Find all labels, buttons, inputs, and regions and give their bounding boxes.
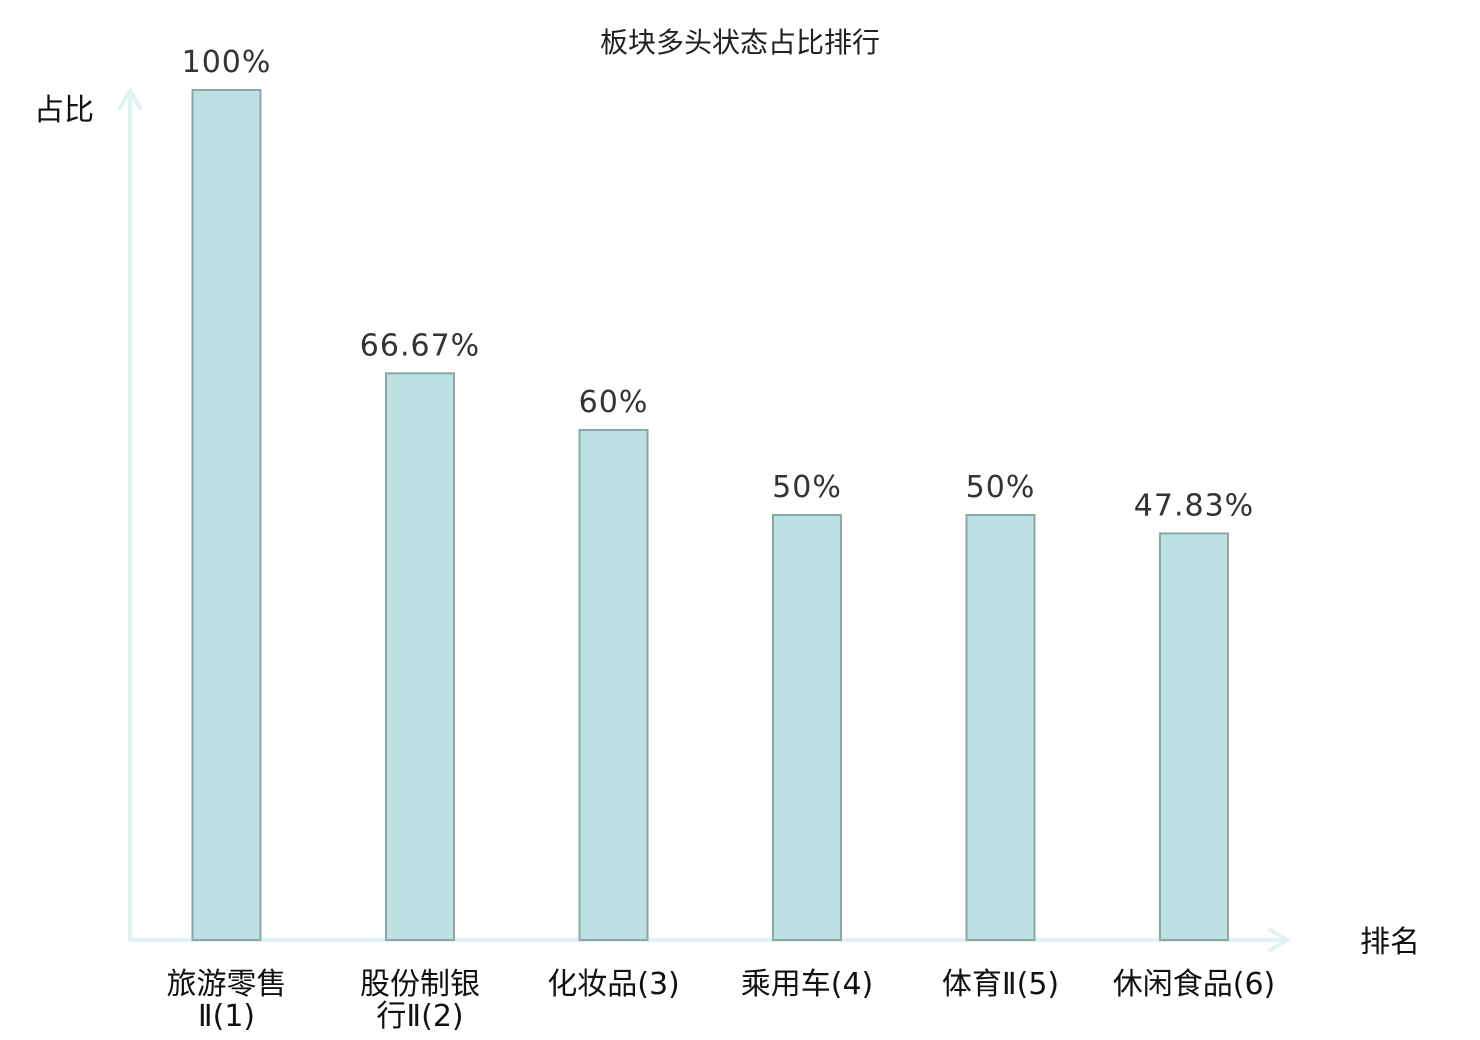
y-axis-label: 占比 bbox=[34, 93, 94, 128]
y-axis bbox=[118, 88, 142, 942]
value-label-3: 60% bbox=[579, 385, 649, 420]
category-label-6: 休闲食品(6) bbox=[1113, 967, 1276, 1002]
bar-2 bbox=[385, 372, 455, 941]
category-labels-group: 旅游零售 Ⅱ(1) 股份制银行Ⅱ(2) 化妆品(3) 乘用车(4) 体育Ⅱ(5) 休闲食品(… bbox=[167, 967, 1276, 1034]
category-label-5: 体育Ⅱ(5) bbox=[942, 967, 1059, 1002]
value-label-5: 50% bbox=[966, 470, 1036, 505]
chart-title: 板块多头状态占比排行 bbox=[600, 26, 880, 59]
value-label-1: 100% bbox=[182, 45, 272, 80]
bar-6 bbox=[1159, 532, 1229, 941]
category-label-1: 旅游零售 Ⅱ(1) bbox=[167, 967, 287, 1034]
value-labels-group: 100% 66.67% 60% 50% 50% 47.83% bbox=[182, 45, 1254, 523]
category-label-3: 化妆品(3) bbox=[547, 967, 680, 1002]
value-label-4: 50% bbox=[772, 470, 842, 505]
bar-3 bbox=[578, 429, 649, 941]
bars-group bbox=[191, 89, 1229, 941]
bar-4 bbox=[772, 514, 842, 941]
value-label-2: 66.67% bbox=[360, 328, 480, 363]
x-axis-label: 排名 bbox=[1360, 925, 1420, 960]
x-axis bbox=[128, 928, 1290, 952]
bar-1 bbox=[191, 89, 262, 941]
category-label-2: 股份制银行Ⅱ(2) bbox=[360, 967, 480, 1034]
value-label-6: 47.83% bbox=[1134, 488, 1254, 523]
bar-5 bbox=[965, 514, 1036, 941]
category-label-4: 乘用车(4) bbox=[741, 967, 874, 1002]
